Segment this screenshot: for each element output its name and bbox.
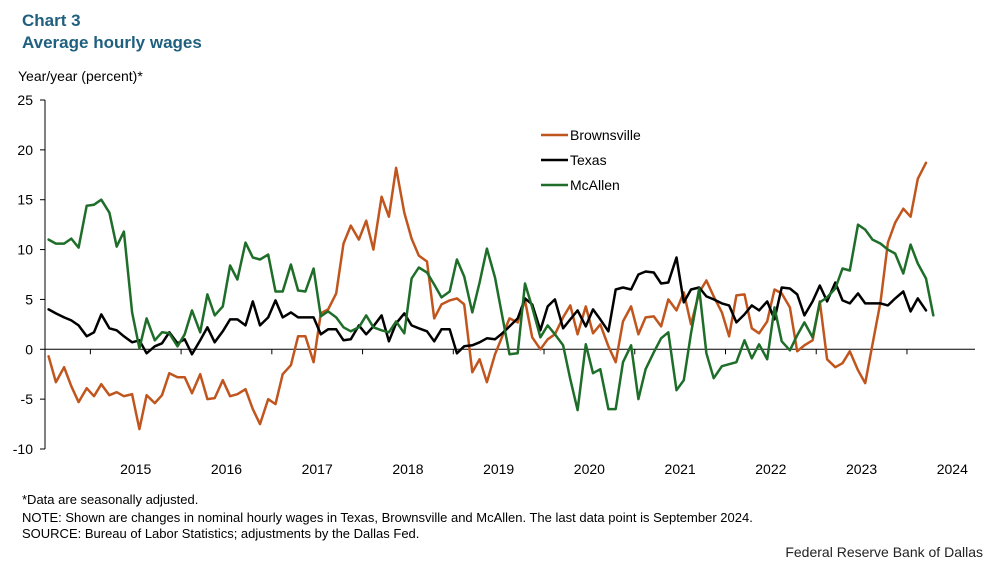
chart-number: Chart 3	[22, 11, 81, 30]
footnote-source: SOURCE: Bureau of Labor Statistics; adju…	[22, 526, 420, 541]
x-tick-label: 2024	[937, 461, 968, 477]
axes: -10 -5 0 5 10 15 20 25 2015 2016 2017 2018 2019 2020 2…	[13, 92, 975, 477]
x-tick-label: 2018	[392, 461, 423, 477]
x-tick-label: 2015	[120, 461, 151, 477]
series-line-mcallen	[47, 198, 935, 412]
y-tick-label: -5	[21, 391, 34, 407]
x-tick-label: 2020	[574, 461, 605, 477]
y-tick-label: 0	[25, 341, 33, 357]
legend-label-brownsville: Brownsville	[570, 127, 641, 143]
series-line-brownsville	[47, 161, 928, 431]
series-line-texas	[47, 256, 928, 356]
x-tick-label: 2019	[483, 461, 514, 477]
y-tick-label: -10	[13, 441, 33, 457]
footnote-adjusted: *Data are seasonally adjusted.	[22, 492, 199, 507]
series-lines	[47, 161, 935, 431]
x-tick-label: 2021	[665, 461, 696, 477]
legend: Brownsville Texas McAllen	[541, 127, 641, 193]
y-tick-label: 5	[25, 291, 33, 307]
x-tick-label: 2023	[846, 461, 877, 477]
credit: Federal Reserve Bank of Dallas	[785, 544, 983, 560]
x-tick-label: 2017	[302, 461, 333, 477]
y-tick-label: 10	[17, 242, 33, 258]
x-tick-label: 2016	[211, 461, 242, 477]
y-tick-label: 25	[17, 92, 33, 108]
legend-label-mcallen: McAllen	[570, 177, 620, 193]
y-tick-label: 20	[17, 142, 33, 158]
y-tick-label: 15	[17, 192, 33, 208]
y-axis-label: Year/year (percent)*	[18, 68, 143, 84]
legend-label-texas: Texas	[570, 152, 607, 168]
footnote-note: NOTE: Shown are changes in nominal hourl…	[22, 510, 753, 525]
x-tick-label: 2022	[755, 461, 786, 477]
chart-title: Average hourly wages	[22, 33, 202, 52]
